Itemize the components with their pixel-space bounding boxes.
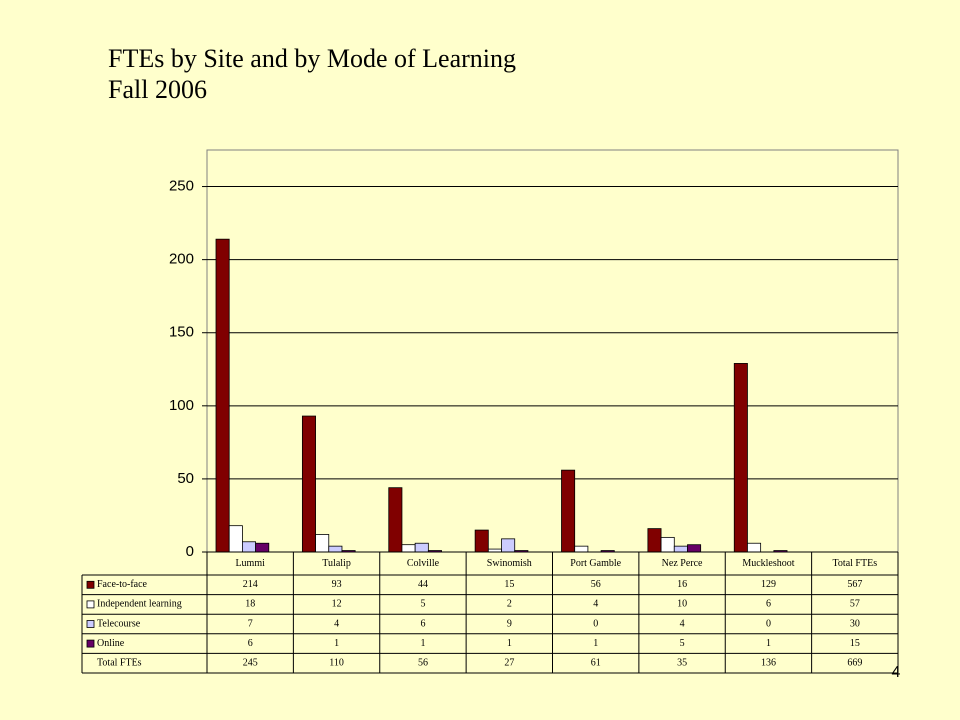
table-cell: 4 <box>334 618 339 629</box>
y-tick-label: 50 <box>177 470 194 487</box>
table-cell: 1 <box>766 638 771 649</box>
legend-label: Online <box>97 638 125 649</box>
bar <box>561 469 576 553</box>
row-label: Total FTEs <box>97 657 142 668</box>
legend-label: Independent learning <box>97 599 182 610</box>
table-cell: 16 <box>677 579 687 590</box>
bar <box>687 544 702 553</box>
table-cell: 56 <box>591 579 601 590</box>
x-tick-label: Swinomish <box>487 558 532 569</box>
bar <box>228 525 243 553</box>
bar <box>414 542 429 553</box>
x-tick-label: Total FTEs <box>833 558 878 569</box>
table-cell: 1 <box>507 638 512 649</box>
legend-key <box>86 620 95 628</box>
legend-label: Telecourse <box>97 618 141 629</box>
table-cell: 4 <box>593 599 598 610</box>
y-tick-label: 150 <box>169 324 194 341</box>
table-cell: 1 <box>334 638 339 649</box>
table-cell: 129 <box>761 579 776 590</box>
legend-label: Face-to-face <box>97 579 148 590</box>
y-tick-label: 0 <box>186 543 194 560</box>
table-cell: 6 <box>248 638 253 649</box>
table-cell: 12 <box>332 599 342 610</box>
table-cell: 27 <box>504 657 514 668</box>
table-cell: 9 <box>507 618 512 629</box>
table-cell: 57 <box>850 599 860 610</box>
table-cell: 5 <box>680 638 685 649</box>
table-cell: 6 <box>420 618 425 629</box>
table-cell: 1 <box>420 638 425 649</box>
table-cell: 0 <box>593 618 598 629</box>
bar <box>501 538 516 553</box>
legend-key <box>86 600 95 609</box>
table-cell: 30 <box>850 618 860 629</box>
x-tick-label: Nez Perce <box>662 558 703 569</box>
table-cell: 7 <box>248 618 253 629</box>
bar <box>660 536 675 553</box>
table-cell: 136 <box>761 657 776 668</box>
x-tick-label: Port Gamble <box>570 558 621 569</box>
table-cell: 44 <box>418 579 428 590</box>
x-tick-label: Lummi <box>235 558 265 569</box>
x-tick-label: Colville <box>407 558 440 569</box>
table-cell: 15 <box>850 638 860 649</box>
table-cell: 15 <box>504 579 514 590</box>
bar <box>747 542 762 553</box>
table-cell: 56 <box>418 657 428 668</box>
bar <box>733 363 748 553</box>
table-cell: 10 <box>677 599 687 610</box>
table-cell: 5 <box>420 599 425 610</box>
y-tick-label: 250 <box>169 178 194 195</box>
legend-key <box>86 639 95 648</box>
table-cell: 0 <box>766 618 771 629</box>
table-cell: 93 <box>332 579 342 590</box>
y-tick-label: 200 <box>169 251 194 268</box>
bar <box>215 238 230 553</box>
table-cell: 214 <box>243 579 258 590</box>
bar <box>328 545 343 553</box>
table-cell: 245 <box>243 657 258 668</box>
table-cell: 61 <box>591 657 601 668</box>
legend-key <box>86 580 95 589</box>
table-cell: 6 <box>766 599 771 610</box>
bar <box>241 541 256 553</box>
bar <box>401 544 416 553</box>
bar <box>315 534 330 553</box>
chart-title: FTEs by Site and by Mode of Learning <box>108 44 516 73</box>
bar <box>574 545 589 553</box>
chart-subtitle: Fall 2006 <box>108 75 207 104</box>
bar <box>673 545 688 553</box>
bar <box>647 528 662 553</box>
y-tick-label: 100 <box>169 397 194 414</box>
table-cell: 35 <box>677 657 687 668</box>
bar <box>255 542 270 553</box>
table-cell: 18 <box>245 599 255 610</box>
table-cell: 4 <box>680 618 685 629</box>
bar <box>388 487 403 553</box>
x-tick-label: Muckleshoot <box>742 558 794 569</box>
x-tick-label: Tulalip <box>322 558 351 569</box>
table-cell: 2 <box>507 599 512 610</box>
table-cell: 110 <box>329 657 344 668</box>
table-cell: 1 <box>593 638 598 649</box>
table-cell: 669 <box>847 657 862 668</box>
table-cell: 567 <box>847 579 862 590</box>
bar <box>301 415 316 553</box>
bar <box>474 529 489 553</box>
